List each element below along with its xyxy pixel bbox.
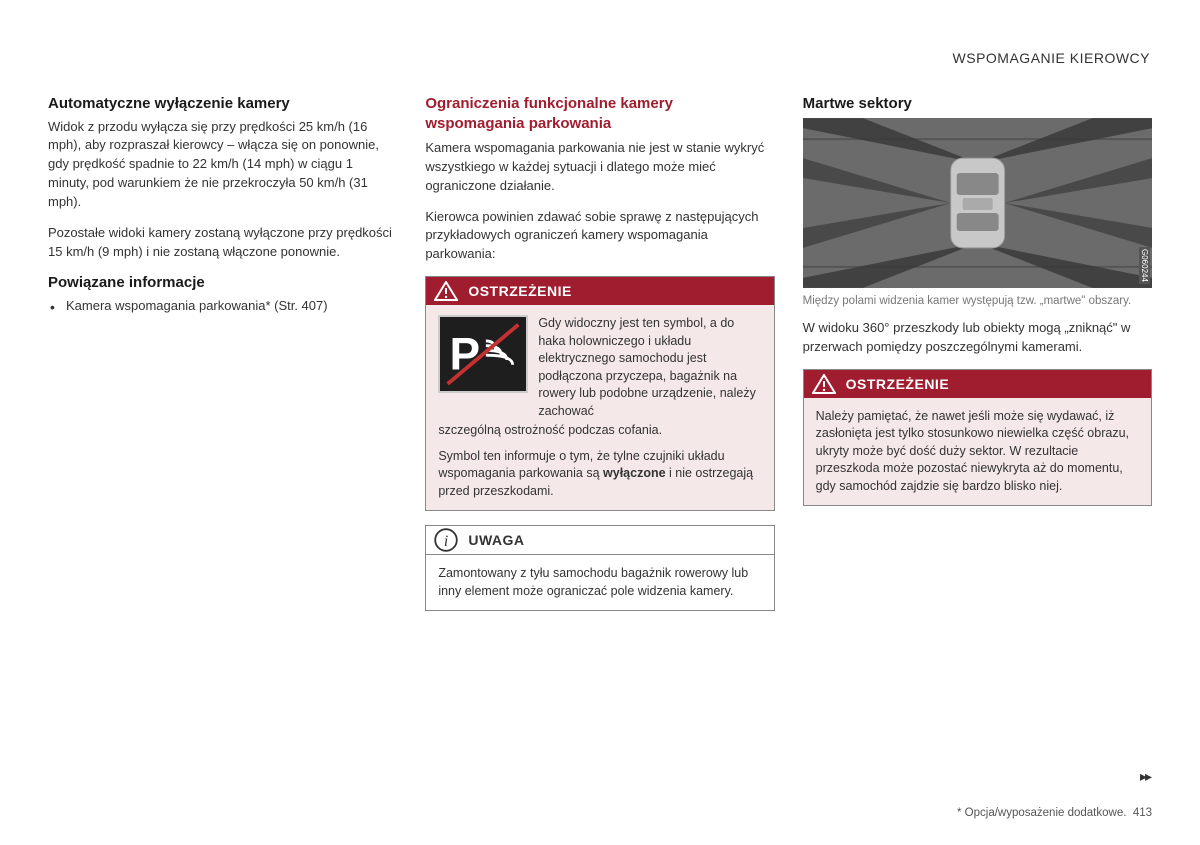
info-icon: i [434,530,458,550]
warning-triangle-icon [812,374,836,394]
warning-body-2: Należy pamiętać, że nawet jeśli może się… [804,398,1151,506]
warning-row-text: Gdy widoczny jest ten symbol, a do haka … [538,315,761,420]
col3-para-1: W widoku 360° przeszkody lub obiekty mog… [803,319,1152,357]
warning-body: P Gdy widoczny jest ten symbol, a do hak… [426,305,773,510]
figure-caption: Między polami widzenia kamer występują t… [803,294,1152,310]
col3-heading-1: Martwe sektory [803,94,1152,114]
col1-heading-2: Powiązane informacje [48,273,397,293]
content-columns: Automatyczne wyłączenie kamery Widok z p… [48,94,1152,625]
warning-title: OSTRZEŻENIE [468,283,572,299]
note-body: Zamontowany z tyłu samochodu bagażnik ro… [426,555,773,610]
footnote-text: * Opcja/wyposażenie dodatkowe. [957,807,1126,819]
related-info-list: Kamera wspomagania parkowania* (Str. 407… [48,297,397,316]
warning-title-2: OSTRZEŻENIE [846,376,950,392]
blind-sector-figure: G060244 [803,118,1152,288]
warning-header: OSTRZEŻENIE [426,277,773,305]
warning-header-2: OSTRZEŻENIE [804,370,1151,398]
col1-para-2: Pozostałe widoki kamery zostaną wyłączon… [48,224,397,262]
col1-heading-1: Automatyczne wyłączenie kamery [48,94,397,114]
warning-box-1: OSTRZEŻENIE P Gdy widoczny jest ten symb… [425,276,774,511]
warning-triangle-icon [434,281,458,301]
col2-lead: Kamera wspomagania parkowania nie jest w… [425,139,774,196]
svg-text:i: i [444,533,448,550]
col2-heading-1: Ograniczenia funkcjonalne kamery wspomag… [425,94,774,133]
warning-box-2: OSTRZEŻENIE Należy pamiętać, że nawet je… [803,369,1152,507]
figure-code-label: G060244 [1139,247,1150,284]
warning-row-text-line2: szczególną ostrożność podczas cofania. [438,422,761,440]
column-2: Ograniczenia funkcjonalne kamery wspomag… [425,94,774,625]
continuation-arrows-icon: ▸▸ [1140,768,1150,785]
col2-para-1: Kierowca powinien zdawać sobie sprawę z … [425,208,774,265]
note-title: UWAGA [468,532,524,548]
page-number: 413 [1133,807,1152,819]
column-1: Automatyczne wyłączenie kamery Widok z p… [48,94,397,625]
col1-para-1: Widok z przodu wyłącza się przy prędkośc… [48,118,397,212]
page-footer: * Opcja/wyposażenie dodatkowe. 413 [957,807,1152,819]
column-3: Martwe sektory G060244 [803,94,1152,625]
parking-disabled-icon: P [438,315,528,393]
related-info-item: Kamera wspomagania parkowania* (Str. 407… [48,297,397,316]
note-box: i UWAGA Zamontowany z tyłu samochodu bag… [425,525,774,611]
note-header: i UWAGA [426,526,773,555]
section-header: WSPOMAGANIE KIEROWCY [48,50,1152,66]
warning-para-2: Symbol ten informuje o tym, że tylne czu… [438,448,761,501]
